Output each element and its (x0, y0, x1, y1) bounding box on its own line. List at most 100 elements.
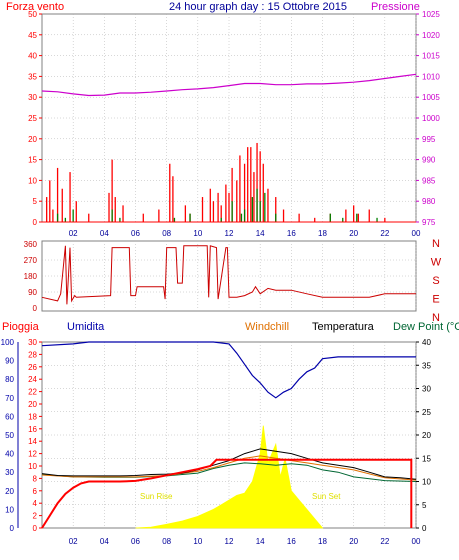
chart-title: 24 hour graph day : 15 Ottobre 2015 (169, 1, 347, 13)
compass-tick-label: W (431, 257, 442, 269)
rain-tick-label: 2 (33, 512, 38, 521)
time-tick-label: 14 (256, 537, 265, 546)
temperature-tick-label: 25 (422, 408, 431, 417)
wind-tick-label: 45 (28, 31, 37, 40)
time-tick-label: 04 (100, 229, 109, 238)
pressure-tick-label: 995 (422, 135, 436, 144)
pressure-line (41, 73, 417, 97)
wind-pressure-series (41, 73, 417, 223)
compass-tick-label: N (432, 238, 440, 250)
time-tick-label: 20 (349, 537, 358, 546)
rain-tick-label: 16 (28, 425, 37, 434)
rain-tick-label: 22 (28, 388, 37, 397)
humidity-tick-label: 90 (5, 357, 14, 366)
time-tick-label: 20 (349, 229, 358, 238)
humidity-tick-label: 30 (5, 468, 14, 477)
wind-tick-label: 35 (28, 72, 37, 81)
direction-tick-label: 270 (24, 256, 38, 265)
humidity-tick-label: 10 (5, 505, 14, 514)
humidity-tick-label: 70 (5, 394, 14, 403)
windchill-line (41, 455, 417, 481)
rain-tick-label: 24 (28, 375, 37, 384)
wind-pressure-x-axis: 02 04 06 08 10 12 14 16 18 20 22 00 (69, 229, 421, 238)
pressure-tick-label: 1010 (422, 72, 440, 81)
time-tick-label: 12 (225, 229, 234, 238)
temperature-tick-label: 10 (422, 478, 431, 487)
pressure-tick-label: 990 (422, 156, 436, 165)
pressure-label: Pressione (371, 1, 420, 13)
temperature-tick-label: 30 (422, 385, 431, 394)
legend-temperature: Temperatura (312, 321, 375, 333)
time-tick-label: 02 (69, 229, 78, 238)
temperature-tick-label: 20 (422, 431, 431, 440)
rain-tick-label: 10 (28, 462, 37, 471)
temperature-axis: 0 5 10 15 20 25 30 35 40 (416, 338, 431, 533)
humidity-axis: 0 10 20 30 40 50 60 70 80 90 100 (1, 338, 19, 533)
time-tick-label: 22 (380, 537, 389, 546)
humidity-tick-label: 80 (5, 375, 14, 384)
wind-tick-label: 15 (28, 156, 37, 165)
humidity-line (41, 341, 416, 399)
wind-tick-label: 25 (28, 114, 37, 123)
humidity-tick-label: 50 (5, 431, 14, 440)
pressure-tick-label: 1020 (422, 31, 440, 40)
rain-line (41, 458, 413, 529)
wind-tick-label: 10 (28, 176, 37, 185)
time-tick-label: 08 (162, 537, 171, 546)
time-tick-label: 06 (131, 229, 140, 238)
pressure-tick-label: 975 (422, 218, 436, 227)
pressure-tick-label: 1015 (422, 52, 440, 61)
temperature-tick-label: 15 (422, 454, 431, 463)
time-tick-label: 04 (100, 537, 109, 546)
legend-rain: Pioggia (2, 321, 40, 333)
wind-tick-label: 0 (33, 218, 38, 227)
time-tick-label: 00 (412, 229, 421, 238)
temperature-tick-label: 5 (422, 501, 427, 510)
temperature-tick-label: 0 (422, 524, 427, 533)
wind-direction-axis: 360 270 180 90 0 (24, 240, 38, 313)
compass-tick-label: E (432, 294, 439, 306)
rain-tick-label: 4 (33, 499, 38, 508)
direction-tick-label: 0 (33, 304, 38, 313)
humidity-tick-label: 100 (1, 338, 15, 347)
time-tick-label: 00 (412, 537, 421, 546)
wind-speed-axis: 0 5 10 15 20 25 30 35 40 45 50 (28, 10, 42, 227)
direction-tick-label: 360 (24, 240, 38, 249)
time-tick-label: 14 (256, 229, 265, 238)
time-tick-label: 10 (193, 537, 202, 546)
temperature-tick-label: 35 (422, 361, 431, 370)
rain-tick-label: 20 (28, 400, 37, 409)
wind-tick-label: 40 (28, 52, 37, 61)
legend-dewpoint: Dew Point (°C (393, 321, 459, 333)
rain-tick-label: 26 (28, 363, 37, 372)
humidity-tick-label: 0 (10, 524, 15, 533)
humidity-tick-label: 40 (5, 450, 14, 459)
temperature-tick-label: 40 (422, 338, 431, 347)
time-tick-label: 10 (193, 229, 202, 238)
time-tick-label: 18 (318, 537, 327, 546)
compass-tick-label: S (432, 275, 439, 287)
time-tick-label: 16 (287, 229, 296, 238)
rain-tick-label: 30 (28, 338, 37, 347)
wind-tick-label: 30 (28, 93, 37, 102)
pressure-tick-label: 980 (422, 197, 436, 206)
pressure-tick-label: 1005 (422, 93, 440, 102)
time-tick-label: 08 (162, 229, 171, 238)
rain-tick-label: 14 (28, 437, 37, 446)
climate-x-axis: 02 04 06 08 10 12 14 16 18 20 22 00 (69, 537, 421, 546)
legend-windchill: Windchill (245, 321, 289, 333)
rain-tick-label: 12 (28, 450, 37, 459)
sunset-annotation: Sun Set (312, 492, 341, 501)
rain-tick-label: 8 (33, 474, 38, 483)
wind-speed-label: Forza vento (6, 1, 64, 13)
sunrise-annotation: Sun Rise (140, 492, 173, 501)
wind-direction-series (41, 245, 416, 305)
humidity-tick-label: 60 (5, 412, 14, 421)
time-tick-label: 16 (287, 537, 296, 546)
pressure-tick-label: 985 (422, 176, 436, 185)
rain-tick-label: 6 (33, 487, 38, 496)
